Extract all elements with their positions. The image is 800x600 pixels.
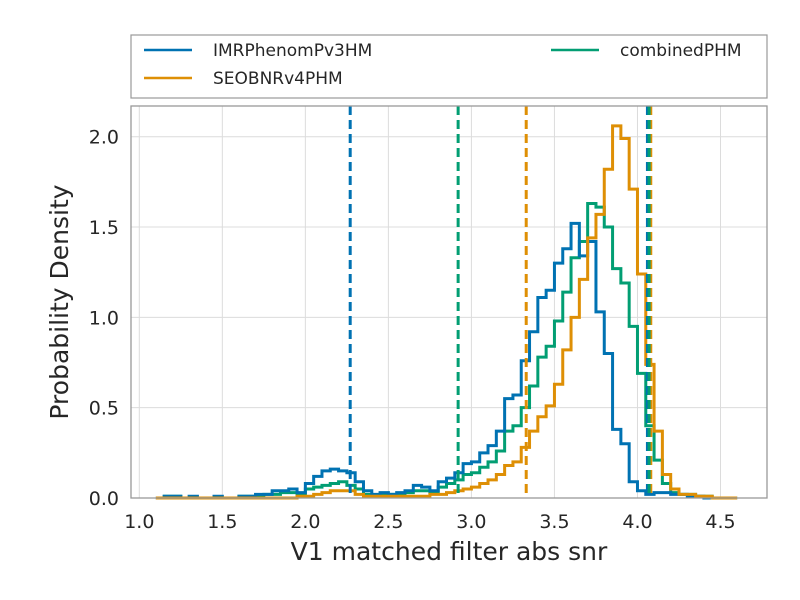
x-tick-label: 1.5 [207, 511, 237, 533]
x-tick-label: 2.5 [373, 511, 403, 533]
x-tick-label: 3.0 [456, 511, 486, 533]
legend: IMRPhenomPv3HM SEOBNRv4PHM combinedPHM [130, 34, 768, 99]
legend-frame [130, 34, 768, 99]
plot-area [131, 106, 767, 498]
x-tick-label: 1.0 [124, 511, 154, 533]
y-tick-label: 2.0 [89, 127, 119, 149]
y-tick-label: 0.0 [89, 488, 119, 510]
y-axis-ticks: 0.0 0.5 1.0 1.5 2.0 [89, 127, 119, 510]
x-tick-label: 3.5 [539, 511, 569, 533]
y-tick-label: 0.5 [89, 398, 119, 420]
series-layer [155, 124, 738, 500]
grid [131, 106, 767, 499]
legend-label-combinedphm: combinedPHM [620, 41, 742, 61]
x-tick-label: 4.0 [622, 511, 652, 533]
histogram-series-seobnrv4phm [155, 124, 738, 500]
x-tick-label: 4.5 [705, 511, 735, 533]
y-tick-label: 1.0 [89, 307, 119, 329]
y-axis-title: Probability Density [45, 184, 74, 419]
x-axis-title: V1 matched filter abs snr [291, 537, 608, 566]
plot-frame [130, 105, 768, 499]
x-tick-label: 2.0 [290, 511, 320, 533]
legend-label-imrphenompv3hm: IMRPhenomPv3HM [213, 41, 372, 61]
median-lines [348, 106, 653, 498]
histogram-series-imrphenompv3hm [155, 221, 738, 500]
legend-label-seobnrv4phm: SEOBNRv4PHM [213, 69, 343, 89]
histogram-series-combinedphm [155, 202, 738, 500]
y-tick-label: 1.5 [89, 217, 119, 239]
x-axis-ticks: 1.0 1.5 2.0 2.5 3.0 3.5 4.0 4.5 [124, 511, 735, 533]
